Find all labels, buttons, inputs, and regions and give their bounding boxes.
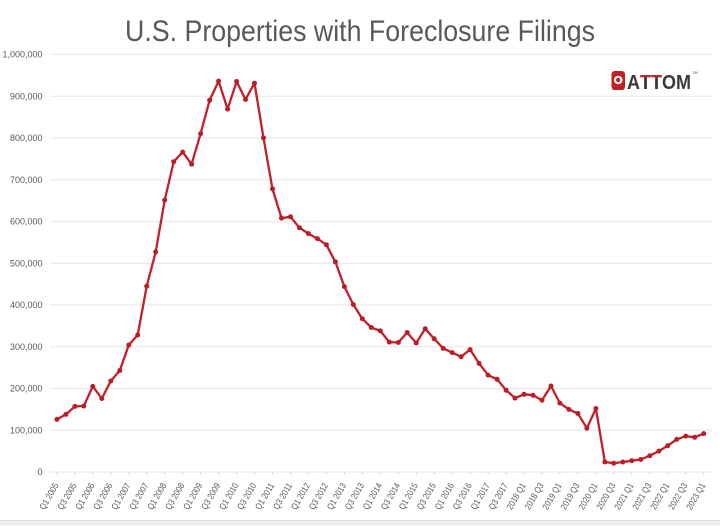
- svg-text:™: ™: [692, 71, 698, 78]
- svg-text:OM: OM: [662, 71, 691, 94]
- svg-text:600,000: 600,000: [10, 217, 43, 227]
- svg-text:500,000: 500,000: [10, 258, 43, 268]
- svg-text:300,000: 300,000: [10, 342, 43, 352]
- svg-text:0: 0: [37, 467, 42, 477]
- svg-text:100,000: 100,000: [10, 425, 43, 435]
- svg-text:U.S. Properties with Foreclosu: U.S. Properties with Foreclosure Filings: [125, 15, 595, 48]
- svg-text:TT: TT: [640, 71, 662, 94]
- svg-text:900,000: 900,000: [10, 91, 43, 101]
- svg-text:800,000: 800,000: [10, 133, 43, 143]
- svg-text:200,000: 200,000: [10, 384, 43, 394]
- svg-text:400,000: 400,000: [10, 300, 43, 310]
- svg-text:1,000,000: 1,000,000: [2, 50, 42, 60]
- svg-text:A: A: [627, 71, 640, 94]
- svg-text:700,000: 700,000: [10, 175, 43, 185]
- svg-text:TT: TT: [640, 71, 662, 94]
